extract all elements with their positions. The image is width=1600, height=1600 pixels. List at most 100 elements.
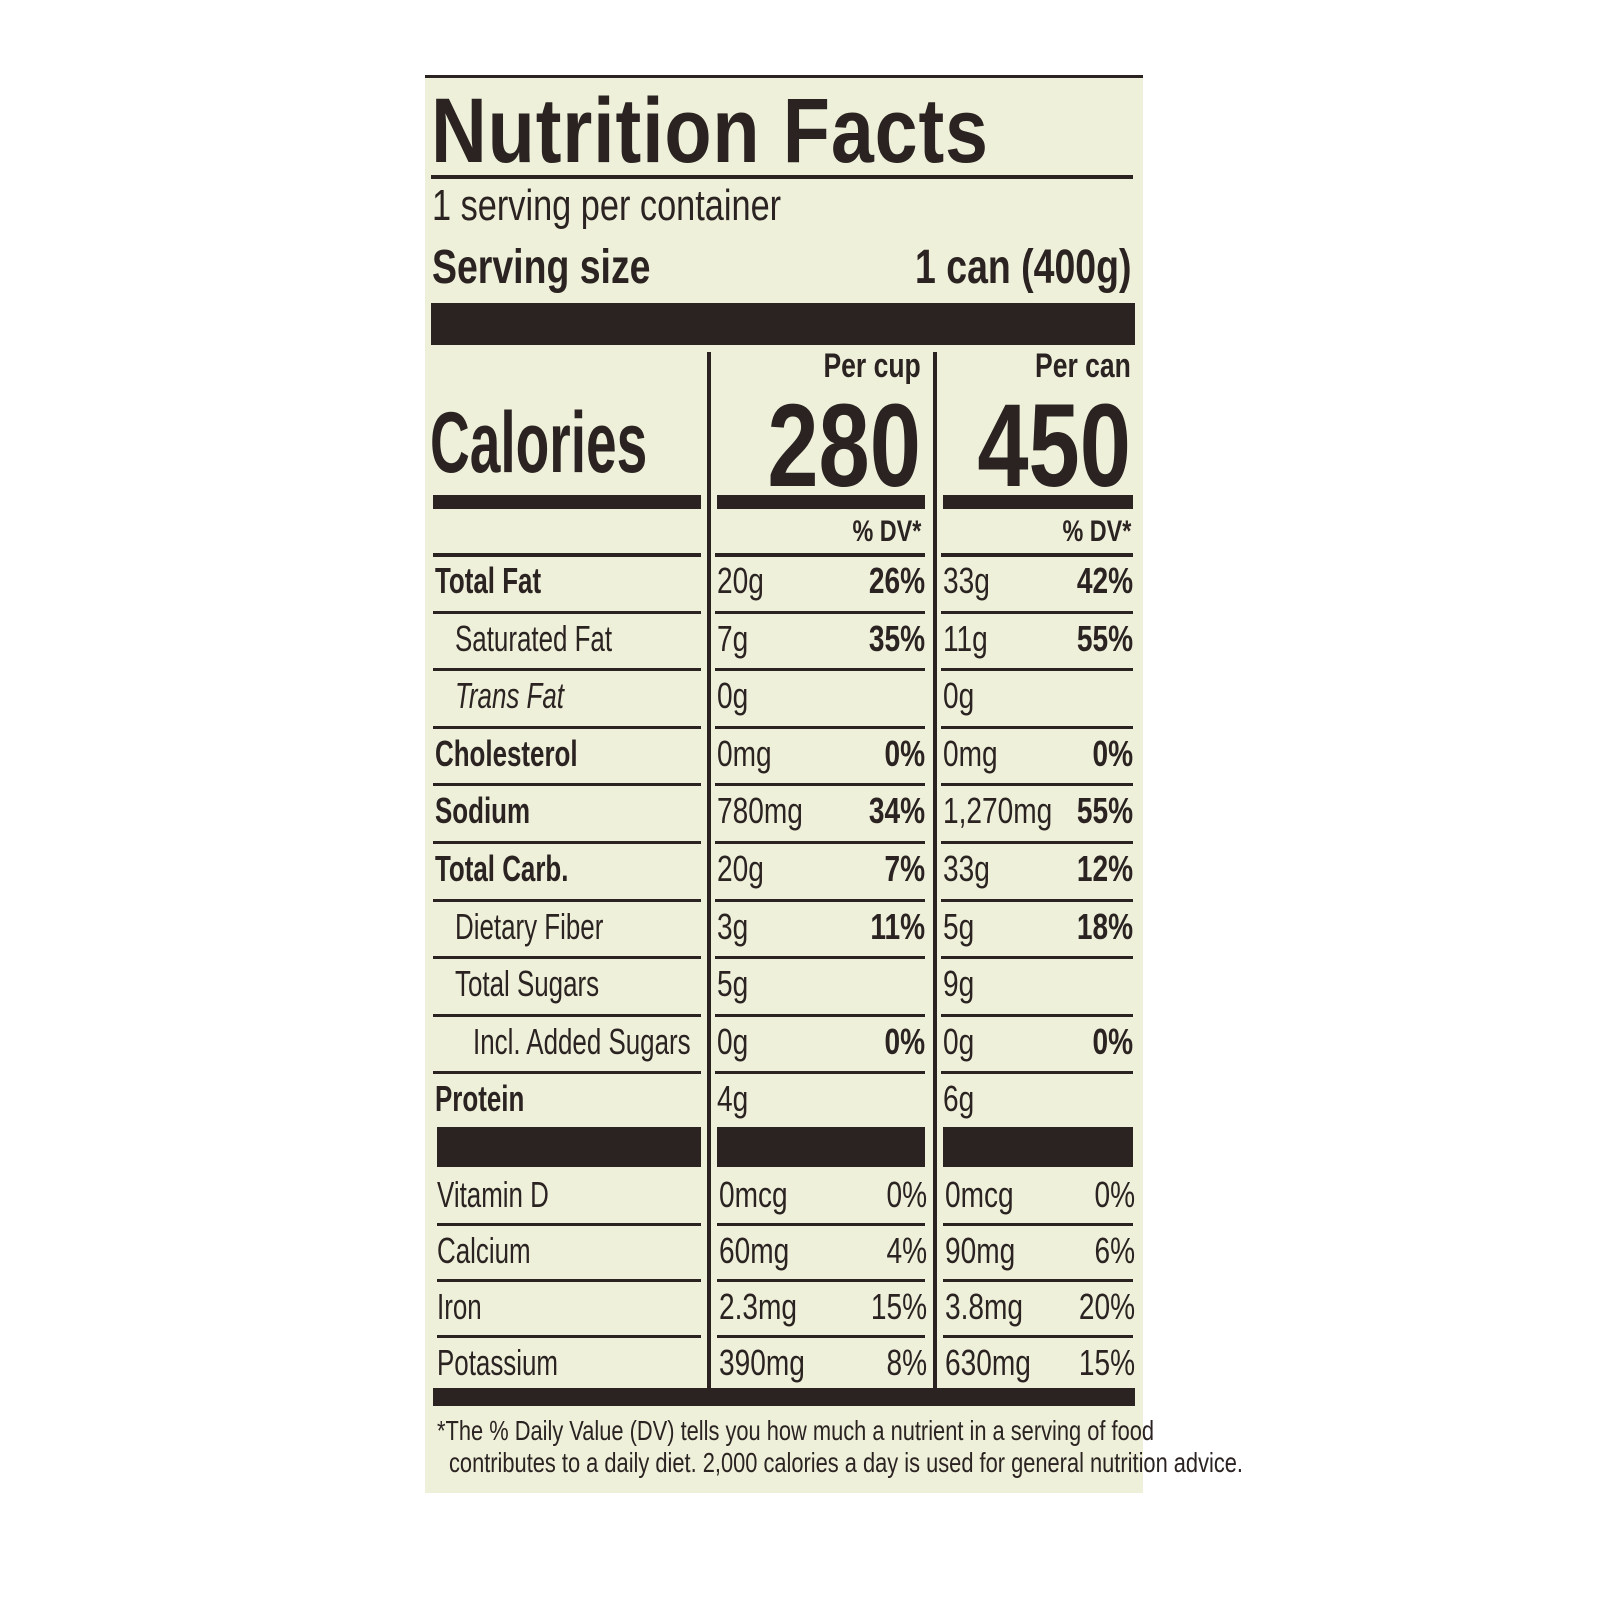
- row-rule: [437, 1279, 701, 1282]
- row-rule: [943, 1279, 1133, 1282]
- per-cup-calories-rule: [717, 495, 925, 509]
- can-amount: 0mg: [943, 732, 998, 774]
- row-rule: [715, 725, 925, 729]
- vitamin-name: Potassium: [437, 1342, 559, 1383]
- can-daily-value: 18%: [1076, 905, 1133, 947]
- can-amount: 11g: [943, 617, 988, 659]
- per-can-dv-header: % DV*: [1062, 515, 1131, 548]
- cup-amount: 0g: [717, 1020, 749, 1062]
- footnote: *The % Daily Value (DV) tells you how mu…: [437, 1415, 1243, 1478]
- bottom-thick-rule: [433, 1388, 1135, 1406]
- row-rule: [941, 841, 1133, 844]
- row-rule: [941, 783, 1133, 787]
- cup-daily-value: 0%: [884, 1020, 925, 1062]
- row-rule: [433, 668, 701, 672]
- per-cup-calories: 280: [767, 380, 921, 512]
- vitamin-name: Vitamin D: [437, 1174, 549, 1215]
- row-rule: [715, 783, 925, 787]
- nutrient-row: Trans Fat 0g 0g: [425, 668, 1143, 725]
- row-rule: [433, 1013, 701, 1017]
- cup-daily-value: 0%: [884, 732, 925, 774]
- nutrient-row: Cholesterol 0mg 0% 0mg 0%: [425, 725, 1143, 783]
- vitamin-row: Iron 2.3mg 15% 3.8mg 20%: [425, 1279, 1143, 1336]
- cup-amount: 0g: [717, 675, 749, 717]
- calories-label: Calories: [430, 395, 648, 491]
- column-divider: [933, 352, 937, 1392]
- cup-daily-value: 4%: [886, 1230, 927, 1271]
- cup-amount: 20g: [717, 560, 764, 601]
- cup-daily-value: 34%: [868, 790, 925, 832]
- nutrient-row: Incl. Added Sugars 0g 0% 0g 0%: [425, 1013, 1143, 1071]
- nutrient-name: Total Fat: [435, 560, 542, 601]
- row-rule: [717, 1223, 925, 1226]
- nutrient-name: Total Carb.: [435, 848, 569, 889]
- row-rule: [433, 898, 701, 902]
- can-daily-value: 55%: [1076, 790, 1133, 832]
- top-rule: [425, 75, 1143, 78]
- nutrition-facts-label: Nutrition Facts 1 serving per container …: [425, 75, 1243, 1493]
- cup-amount: 0mg: [717, 732, 772, 774]
- row-rule: [715, 956, 925, 960]
- vitamin-row: Calcium 60mg 4% 90mg 6%: [425, 1223, 1143, 1280]
- row-rule: [715, 1013, 925, 1017]
- can-amount: 33g: [943, 848, 990, 889]
- thick-rule: [431, 303, 1135, 345]
- cup-amount: 390mg: [719, 1342, 805, 1383]
- row-rule: [943, 1223, 1133, 1226]
- nutrient-name: Protein: [435, 1078, 525, 1120]
- row-rule: [941, 1071, 1133, 1075]
- servings-per-container: 1 serving per container: [432, 181, 782, 230]
- cup-amount: 2.3mg: [719, 1286, 798, 1327]
- per-can-calories-rule: [943, 495, 1133, 509]
- nutrient-row: Sodium 780mg 34% 1,270mg 55%: [425, 783, 1143, 840]
- per-cup-dv-header: % DV*: [852, 515, 921, 548]
- per-can-calories: 450: [977, 380, 1131, 512]
- can-daily-value: 6%: [1094, 1230, 1135, 1271]
- cup-amount: 20g: [717, 848, 764, 889]
- can-amount: 5g: [943, 905, 975, 947]
- row-rule: [437, 1335, 701, 1338]
- cup-daily-value: 35%: [868, 617, 925, 659]
- cup-amount: 5g: [717, 963, 749, 1005]
- vitamin-name: Iron: [437, 1286, 482, 1327]
- can-daily-value: 15%: [1078, 1342, 1135, 1383]
- can-daily-value: 0%: [1092, 1020, 1133, 1062]
- can-amount: 9g: [943, 963, 975, 1005]
- cup-amount: 0mcg: [719, 1174, 788, 1215]
- serving-size-label: Serving size: [432, 241, 651, 294]
- can-amount: 0g: [943, 675, 975, 717]
- cup-daily-value: 15%: [870, 1286, 927, 1327]
- vitamin-row: Potassium 390mg 8% 630mg 15%: [425, 1335, 1143, 1392]
- row-rule: [715, 668, 925, 672]
- cup-daily-value: 0%: [886, 1174, 927, 1215]
- cup-amount: 60mg: [719, 1230, 790, 1271]
- vitamin-row: Vitamin D 0mcg 0% 0mcg 0%: [425, 1167, 1143, 1224]
- row-rule: [433, 783, 701, 787]
- can-daily-value: 42%: [1076, 560, 1133, 601]
- row-rule: [715, 610, 925, 614]
- nutrient-row: Dietary Fiber 3g 11% 5g 18%: [425, 898, 1143, 956]
- row-rule: [943, 1335, 1133, 1338]
- row-rule: [941, 725, 1133, 729]
- nutrient-name: Incl. Added Sugars: [473, 1020, 691, 1062]
- row-rule: [941, 956, 1133, 960]
- per-cup-header: Per cup: [823, 347, 921, 385]
- row-rule: [941, 610, 1133, 614]
- column-divider: [707, 352, 711, 1392]
- can-amount: 0mcg: [945, 1174, 1014, 1215]
- per-can-header: Per can: [1035, 347, 1131, 385]
- nutrient-name: Sodium: [435, 790, 531, 832]
- can-amount: 6g: [943, 1078, 975, 1120]
- can-daily-value: 20%: [1078, 1286, 1135, 1327]
- footnote-asterisk: *: [437, 1415, 446, 1446]
- vitamin-name: Calcium: [437, 1230, 531, 1271]
- can-amount: 3.8mg: [945, 1286, 1024, 1327]
- row-rule: [941, 1013, 1133, 1017]
- cup-daily-value: 8%: [886, 1342, 927, 1383]
- nutrient-name: Cholesterol: [435, 732, 578, 774]
- cup-amount: 780mg: [717, 790, 803, 832]
- serving-size-value: 1 can (400g): [914, 241, 1131, 294]
- can-daily-value: 55%: [1076, 617, 1133, 659]
- nutrient-name: Dietary Fiber: [455, 905, 604, 947]
- row-rule: [715, 553, 925, 557]
